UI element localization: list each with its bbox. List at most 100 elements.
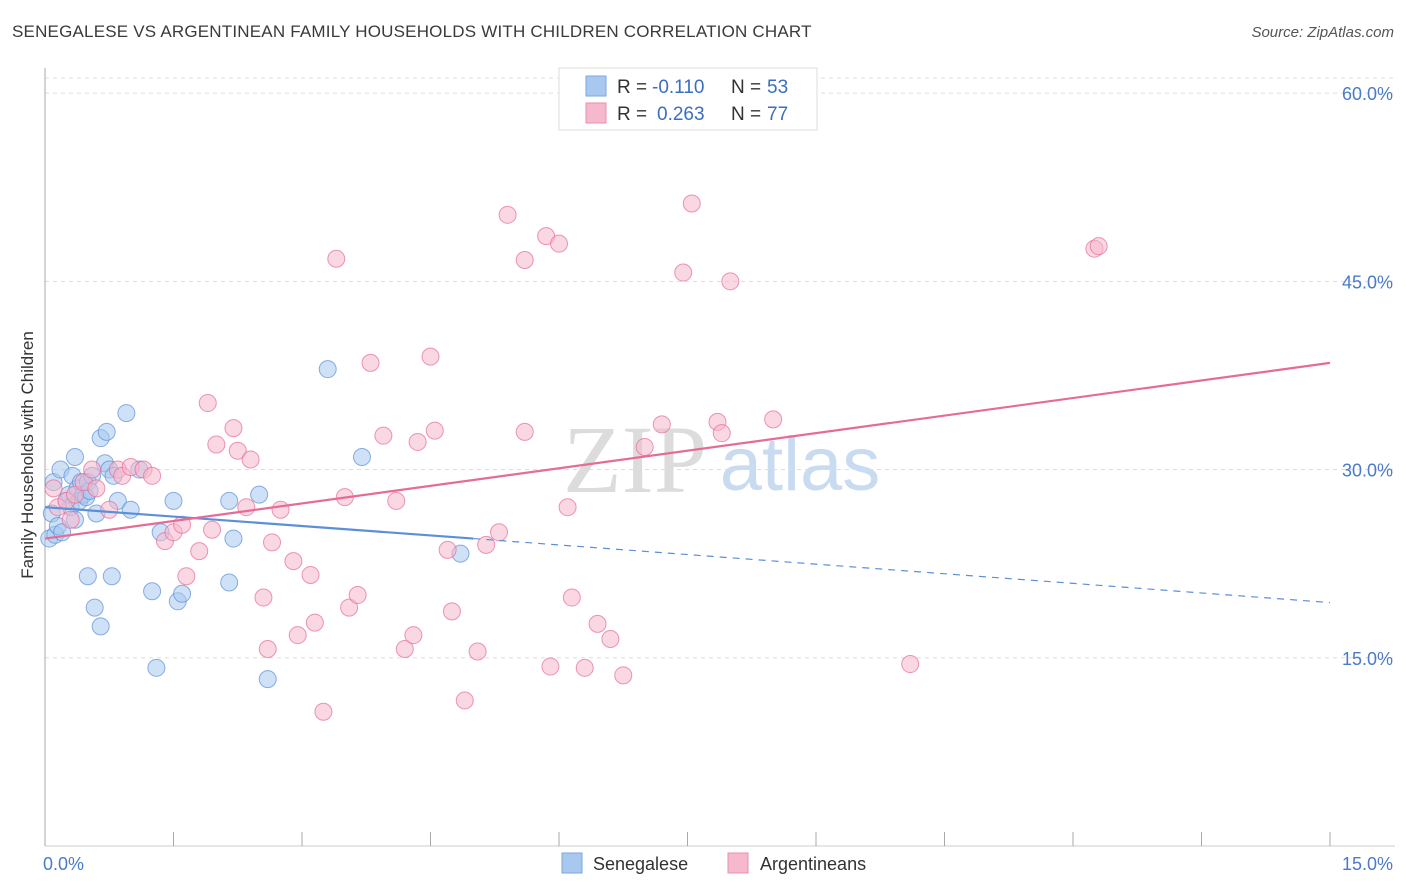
data-point	[102, 567, 121, 586]
data-point	[258, 639, 277, 658]
y-tick-label: 30.0%	[1342, 461, 1393, 481]
data-point	[228, 441, 247, 460]
data-point	[220, 573, 239, 592]
watermark: ZIP atlas	[563, 406, 880, 513]
data-point	[340, 598, 359, 617]
data-point	[425, 421, 444, 440]
data-point	[121, 500, 140, 519]
data-point	[562, 588, 581, 607]
trend-line	[44, 506, 474, 540]
data-point	[541, 657, 560, 676]
data-point	[438, 540, 457, 559]
data-point	[477, 535, 496, 554]
legend-r-value-2: 0.263	[657, 104, 705, 125]
data-point	[173, 584, 192, 603]
y-tick-label: 15.0%	[1342, 649, 1393, 669]
x-tick-label-min: 0.0%	[43, 854, 84, 874]
data-point	[395, 639, 414, 658]
data-point	[901, 655, 920, 674]
data-point	[143, 582, 162, 601]
stats-legend: R = -0.110 N = 53 R = 0.263 N = 77	[558, 67, 818, 131]
series-legend-label-senegalese: Senegalese	[593, 854, 688, 874]
data-point	[652, 415, 671, 434]
data-point	[271, 500, 290, 519]
data-point	[490, 523, 509, 542]
watermark-zip: ZIP	[563, 406, 707, 513]
data-point	[515, 250, 534, 269]
legend-n-value-1: 53	[767, 77, 788, 98]
data-point	[721, 272, 740, 291]
data-point	[682, 194, 701, 213]
series-legend-swatch-senegalese	[561, 852, 583, 874]
data-point	[515, 422, 534, 441]
data-point	[352, 448, 371, 466]
data-point	[712, 424, 731, 443]
series-legend-label-argentineans: Argentineans	[760, 854, 866, 874]
data-point	[614, 666, 633, 685]
data-point	[224, 419, 243, 438]
legend-n-value-2: 77	[767, 104, 788, 125]
axes	[44, 68, 1395, 847]
legend-r-label-1: R =	[617, 77, 647, 98]
x-tick-labels: 0.0% 15.0%	[43, 854, 1393, 874]
series-legend-swatch-argentineans	[727, 852, 749, 874]
data-point	[61, 510, 80, 529]
data-point	[404, 626, 423, 645]
data-point	[177, 567, 196, 586]
data-point	[143, 466, 162, 485]
data-point	[455, 691, 474, 710]
data-point	[91, 617, 110, 636]
trend-line	[44, 361, 1331, 540]
data-point	[408, 432, 427, 451]
data-point	[674, 263, 693, 282]
x-ticks	[44, 832, 1331, 846]
data-point	[387, 491, 406, 510]
trend-line-extension	[473, 537, 1331, 604]
data-point	[250, 485, 269, 504]
data-point	[190, 542, 209, 561]
data-point	[254, 588, 273, 607]
data-point	[198, 394, 217, 413]
x-tick-label-max: 15.0%	[1342, 854, 1393, 874]
data-point	[87, 479, 106, 498]
data-point	[635, 437, 654, 456]
data-point	[421, 347, 440, 366]
data-point	[305, 613, 324, 632]
chart-title: SENEGALESE VS ARGENTINEAN FAMILY HOUSEHO…	[12, 22, 812, 41]
data-point	[65, 448, 84, 466]
data-point	[361, 353, 380, 372]
data-point	[575, 658, 594, 677]
y-tick-label: 60.0%	[1342, 84, 1393, 104]
data-point	[241, 450, 260, 469]
data-point	[288, 626, 307, 645]
data-point	[558, 498, 577, 517]
data-point	[44, 479, 63, 498]
data-point	[601, 629, 620, 648]
data-point	[314, 702, 333, 721]
series-argentineans-points	[44, 194, 1108, 721]
data-point	[550, 234, 568, 253]
data-point	[263, 533, 282, 552]
data-point	[327, 249, 346, 268]
data-point	[764, 410, 783, 429]
data-point	[237, 498, 256, 517]
data-point	[117, 404, 136, 423]
chart-source: Source: ZipAtlas.com	[1251, 24, 1394, 41]
legend-swatch-senegalese	[585, 75, 607, 97]
legend-r-value-1: -0.110	[652, 77, 704, 98]
data-point	[374, 426, 393, 445]
data-point	[318, 360, 337, 379]
data-point	[83, 460, 102, 479]
data-point	[220, 491, 239, 510]
data-point	[442, 602, 461, 621]
series-senegalese-points	[40, 360, 470, 689]
data-point	[498, 205, 517, 224]
legend-n-label-1: N =	[731, 77, 761, 98]
y-tick-labels: 15.0% 30.0% 45.0% 60.0%	[1342, 84, 1393, 669]
data-point	[284, 552, 303, 571]
data-point	[468, 642, 487, 661]
trend-lines	[44, 361, 1331, 604]
data-point	[78, 567, 97, 586]
data-point	[147, 658, 166, 677]
